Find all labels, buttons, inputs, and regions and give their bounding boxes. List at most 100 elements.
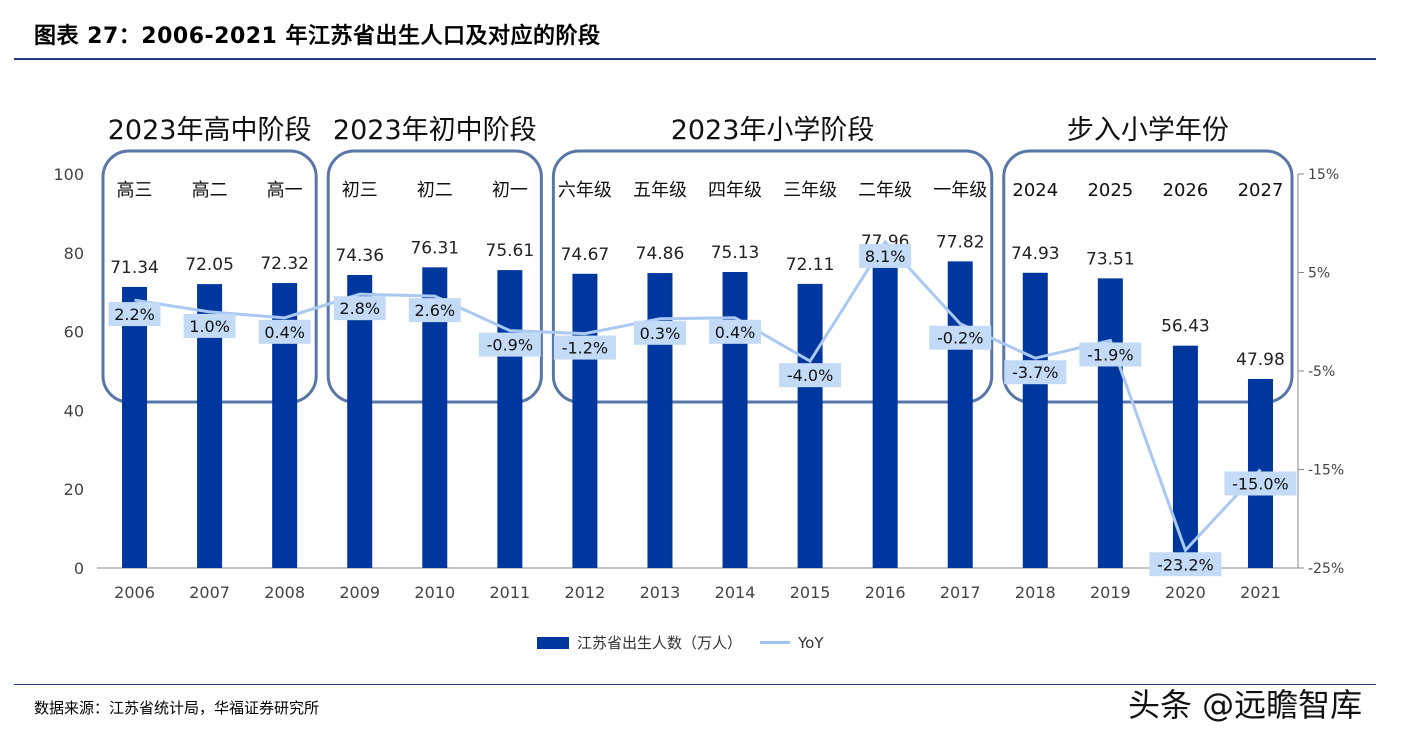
yoy-label-box: [1079, 342, 1142, 367]
top-rule: [14, 58, 1376, 60]
y-left-tick-label: 80: [64, 244, 84, 263]
bar-value-label: 71.34: [110, 258, 159, 278]
watermark: 头条 @远瞻智库: [1128, 686, 1363, 724]
x-tick-label: 2007: [189, 583, 230, 602]
bar-value-label: 74.86: [636, 244, 685, 264]
bar-value-label: 73.51: [1086, 249, 1135, 269]
yoy-value-label: -0.2%: [937, 329, 983, 348]
bar: [497, 270, 523, 568]
legend-line-label: YoY: [798, 633, 824, 652]
stage-group-title: 2023年小学阶段: [671, 115, 875, 146]
stage-label: 初三: [342, 180, 378, 201]
stage-label: 一年级: [933, 180, 987, 201]
y-left-tick-label: 20: [64, 480, 84, 499]
yoy-value-label: 8.1%: [865, 247, 906, 266]
yoy-label-box: [929, 325, 992, 350]
bottom-rule: [14, 684, 1376, 685]
yoy-value-label: 1.0%: [189, 317, 230, 336]
y-right-tick-label: -5%: [1308, 364, 1335, 380]
stage-label: 高一: [267, 180, 303, 201]
y-right-tick-label: 15%: [1308, 167, 1339, 183]
bar: [347, 275, 373, 568]
stage-label: 2027: [1238, 180, 1284, 201]
axes: 0 20 40 60 80 100 -25% -15% -5% 5% 15% 2006 2007 2008…: [53, 165, 1344, 602]
yoy-value-label: 2.6%: [414, 301, 455, 320]
yoy-label-box: [333, 296, 386, 321]
bar-value-label: 72.32: [260, 254, 309, 274]
yoy-label-box: [108, 302, 161, 327]
yoy-value-label: -15.0%: [1232, 475, 1289, 494]
bar-value-label: 74.36: [335, 246, 384, 266]
y-right-tick-label: -15%: [1308, 463, 1344, 479]
y-left-tick-label: 100: [53, 165, 84, 184]
x-tick-label: 2015: [790, 583, 831, 602]
yoy-label-box: [633, 320, 686, 345]
y-left-tick-label: 60: [64, 323, 84, 342]
stage-label: 初二: [417, 180, 453, 201]
x-tick-label: 2016: [865, 583, 906, 602]
x-tick-label: 2006: [114, 583, 155, 602]
yoy-label-box: [1149, 552, 1222, 577]
bar-value-label: 72.11: [786, 255, 835, 275]
x-tick-label: 2012: [565, 583, 606, 602]
yoy-value-label: 0.4%: [715, 323, 756, 342]
x-tick-label: 2014: [715, 583, 756, 602]
yoy-label-box: [478, 332, 541, 357]
bar: [1097, 278, 1123, 568]
y-left-tick-label: 0: [74, 559, 84, 578]
legend: 江苏省出生人数（万人） YoY: [537, 632, 824, 653]
bar-value-label: 75.13: [711, 243, 760, 263]
x-tick-label: 2009: [339, 583, 380, 602]
yoy-value-label: -1.9%: [1087, 345, 1133, 364]
stage-label: 2025: [1087, 180, 1133, 201]
yoy-value-label: -1.2%: [562, 339, 608, 358]
bar-value-label: 72.05: [185, 255, 234, 275]
yoy-label-box: [779, 363, 842, 388]
stage-label: 六年级: [558, 180, 612, 201]
bar: [1022, 272, 1048, 568]
bar: [572, 273, 598, 568]
bar-value-label: 74.93: [1011, 244, 1060, 264]
bar-value-label: 76.31: [410, 238, 459, 258]
stage-group-box: [551, 149, 994, 404]
stage-label: 五年级: [633, 180, 687, 201]
yoy-label-box: [1224, 471, 1297, 496]
yoy-value-label: 2.2%: [114, 305, 155, 324]
yoy-value-label: 2.8%: [339, 299, 380, 318]
yoy-labels: 2.2% 1.0% 0.4% 2.8% 2.6% -0.9% -1.2% 0.3% 0.4% -4…: [108, 243, 1297, 577]
x-tick-label: 2010: [414, 583, 455, 602]
y-left-tick-label: 40: [64, 401, 84, 420]
bar-value-label: 77.82: [936, 232, 985, 252]
bar: [122, 286, 148, 568]
legend-line-swatch: [760, 641, 791, 644]
x-tick-label: 2013: [640, 583, 681, 602]
yoy-label-box: [553, 335, 616, 360]
yoy-label-box: [183, 313, 236, 338]
yoy-value-label: -0.9%: [487, 336, 533, 355]
yoy-line: [134, 239, 1262, 554]
stage-label: 二年级: [858, 180, 912, 201]
x-tick-label: 2020: [1165, 583, 1206, 602]
x-tick-label: 2021: [1240, 583, 1281, 602]
stage-label: 2024: [1012, 180, 1058, 201]
yoy-label-box: [1004, 360, 1067, 385]
yoy-label-box: [709, 319, 762, 344]
stage-label: 2026: [1163, 180, 1209, 201]
stage-group-box: [1002, 149, 1294, 404]
bars: [122, 260, 1273, 568]
yoy-value-label: 0.4%: [264, 323, 305, 342]
bar-value-label: 74.67: [561, 245, 610, 265]
yoy-value-label: 0.3%: [640, 324, 681, 343]
bar-value-label: 75.61: [486, 241, 535, 261]
source-note: 数据来源：江苏省统计局，华福证券研究所: [34, 699, 320, 717]
yoy-line-path: [134, 239, 1262, 554]
yoy-label-box: [408, 298, 461, 323]
stage-label: 高二: [192, 180, 228, 201]
x-tick-label: 2008: [264, 583, 305, 602]
yoy-value-label: -23.2%: [1157, 555, 1214, 574]
y-right-tick-label: 5%: [1308, 266, 1330, 282]
stage-label: 初一: [492, 180, 528, 201]
bar: [947, 261, 973, 568]
bar: [1172, 345, 1198, 568]
